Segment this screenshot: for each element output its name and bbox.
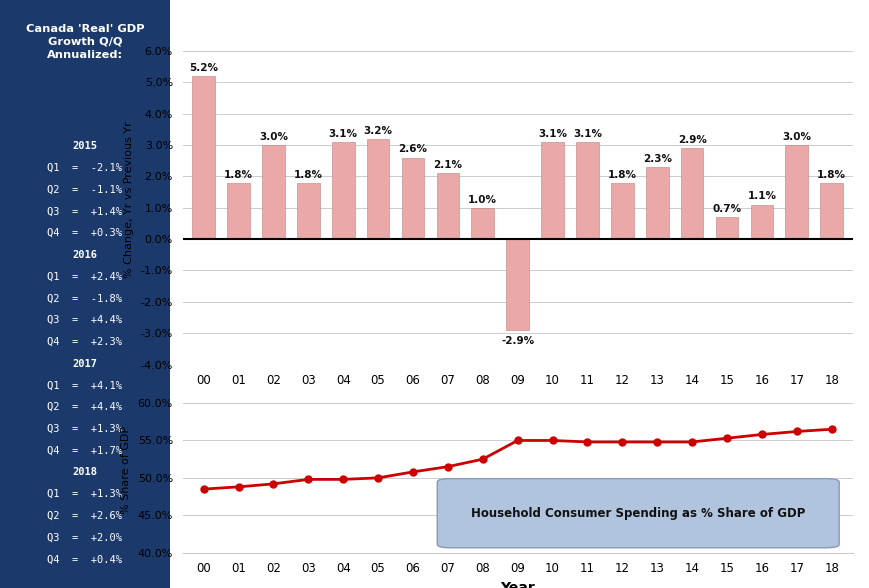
Text: Q1  =  -2.1%: Q1 = -2.1% — [47, 163, 123, 173]
Text: Canada 'Real' GDP
Growth Q/Q
Annualized:: Canada 'Real' GDP Growth Q/Q Annualized: — [25, 24, 144, 60]
Text: 2018: 2018 — [72, 467, 97, 477]
Y-axis label: % Share of GDP: % Share of GDP — [121, 426, 130, 514]
Text: Q4  =  +0.3%: Q4 = +0.3% — [47, 228, 123, 238]
X-axis label: Year: Year — [500, 581, 534, 588]
Text: 3.0%: 3.0% — [781, 132, 810, 142]
Text: 1.1%: 1.1% — [746, 192, 775, 202]
Text: 0.7%: 0.7% — [712, 204, 740, 214]
Text: 2.3%: 2.3% — [642, 154, 671, 164]
Text: 3.1%: 3.1% — [537, 129, 567, 139]
FancyBboxPatch shape — [437, 479, 839, 548]
Bar — [575, 142, 598, 239]
Text: Q1  =  +1.3%: Q1 = +1.3% — [47, 489, 123, 499]
Text: 2.9%: 2.9% — [677, 135, 706, 145]
Text: Q3  =  +1.3%: Q3 = +1.3% — [47, 424, 123, 434]
Bar — [715, 217, 738, 239]
Text: 3.0%: 3.0% — [259, 132, 288, 142]
Text: 1.0%: 1.0% — [468, 195, 497, 205]
Text: Q1  =  +2.4%: Q1 = +2.4% — [47, 272, 123, 282]
Text: 2017: 2017 — [72, 359, 97, 369]
Y-axis label: % Change, Yr vs Previous Yr: % Change, Yr vs Previous Yr — [123, 122, 134, 278]
Text: Q4  =  +0.4%: Q4 = +0.4% — [47, 554, 123, 564]
Bar — [819, 183, 842, 239]
Bar — [296, 183, 319, 239]
Bar — [506, 239, 528, 330]
Text: Q2  =  +2.6%: Q2 = +2.6% — [47, 511, 123, 521]
Bar — [750, 205, 773, 239]
Text: Q3  =  +1.4%: Q3 = +1.4% — [47, 206, 123, 216]
Text: 3.2%: 3.2% — [363, 126, 392, 136]
Text: 1.8%: 1.8% — [224, 169, 253, 179]
Bar — [227, 183, 249, 239]
Bar — [645, 167, 667, 239]
Text: 3.1%: 3.1% — [573, 129, 601, 139]
Text: Q3  =  +2.0%: Q3 = +2.0% — [47, 533, 123, 543]
Text: 5.2%: 5.2% — [189, 63, 218, 73]
Text: 1.8%: 1.8% — [607, 169, 636, 179]
Text: 1.8%: 1.8% — [816, 169, 846, 179]
Bar — [541, 142, 563, 239]
Text: 2016: 2016 — [72, 250, 97, 260]
Text: Household Consumer Spending as % Share of GDP: Household Consumer Spending as % Share o… — [470, 507, 805, 520]
Bar — [262, 145, 284, 239]
Bar — [192, 76, 215, 239]
Bar — [471, 208, 494, 239]
Bar — [401, 158, 424, 239]
Text: Q3  =  +4.4%: Q3 = +4.4% — [47, 315, 123, 325]
Text: 2.1%: 2.1% — [433, 160, 461, 170]
Text: Q2  =  -1.1%: Q2 = -1.1% — [47, 185, 123, 195]
Text: Q2  =  -1.8%: Q2 = -1.8% — [47, 293, 123, 303]
Bar — [680, 148, 703, 239]
Text: 2015: 2015 — [72, 141, 97, 151]
Text: 1.8%: 1.8% — [294, 169, 322, 179]
Bar — [610, 183, 633, 239]
Bar — [785, 145, 807, 239]
Bar — [367, 139, 389, 239]
Text: Q1  =  +4.1%: Q1 = +4.1% — [47, 380, 123, 390]
Text: 3.1%: 3.1% — [328, 129, 357, 139]
Text: Q4  =  +2.3%: Q4 = +2.3% — [47, 337, 123, 347]
Text: Q4  =  +1.7%: Q4 = +1.7% — [47, 446, 123, 456]
Bar — [436, 173, 459, 239]
Text: Q2  =  +4.4%: Q2 = +4.4% — [47, 402, 123, 412]
Text: 2.6%: 2.6% — [398, 145, 427, 155]
Bar — [331, 142, 355, 239]
Text: -2.9%: -2.9% — [501, 336, 534, 346]
